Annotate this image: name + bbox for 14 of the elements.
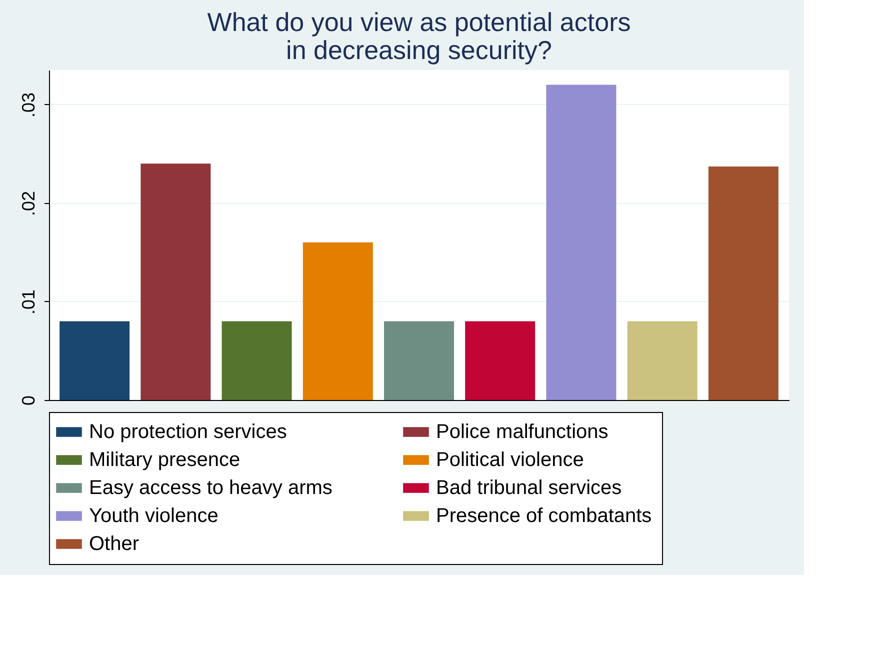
y-tick-label: 0 <box>18 395 38 406</box>
legend-label: Presence of combatants <box>436 505 652 527</box>
legend-label: Easy access to heavy arms <box>89 477 332 499</box>
y-tick-label: .02 <box>18 190 38 216</box>
legend-label: Youth violence <box>89 505 218 527</box>
legend-label: Political violence <box>436 449 584 471</box>
y-tick-label: .03 <box>18 92 38 118</box>
legend-label: Police malfunctions <box>436 421 608 443</box>
legend-label: No protection services <box>89 421 287 443</box>
legend-label: Military presence <box>89 449 240 471</box>
chart-title: What do you view as potential actors in decreasing security? <box>207 7 631 65</box>
y-tick-label: .01 <box>18 289 38 315</box>
legend-label: Other <box>89 533 140 555</box>
legend-label: Bad tribunal services <box>436 477 622 499</box>
